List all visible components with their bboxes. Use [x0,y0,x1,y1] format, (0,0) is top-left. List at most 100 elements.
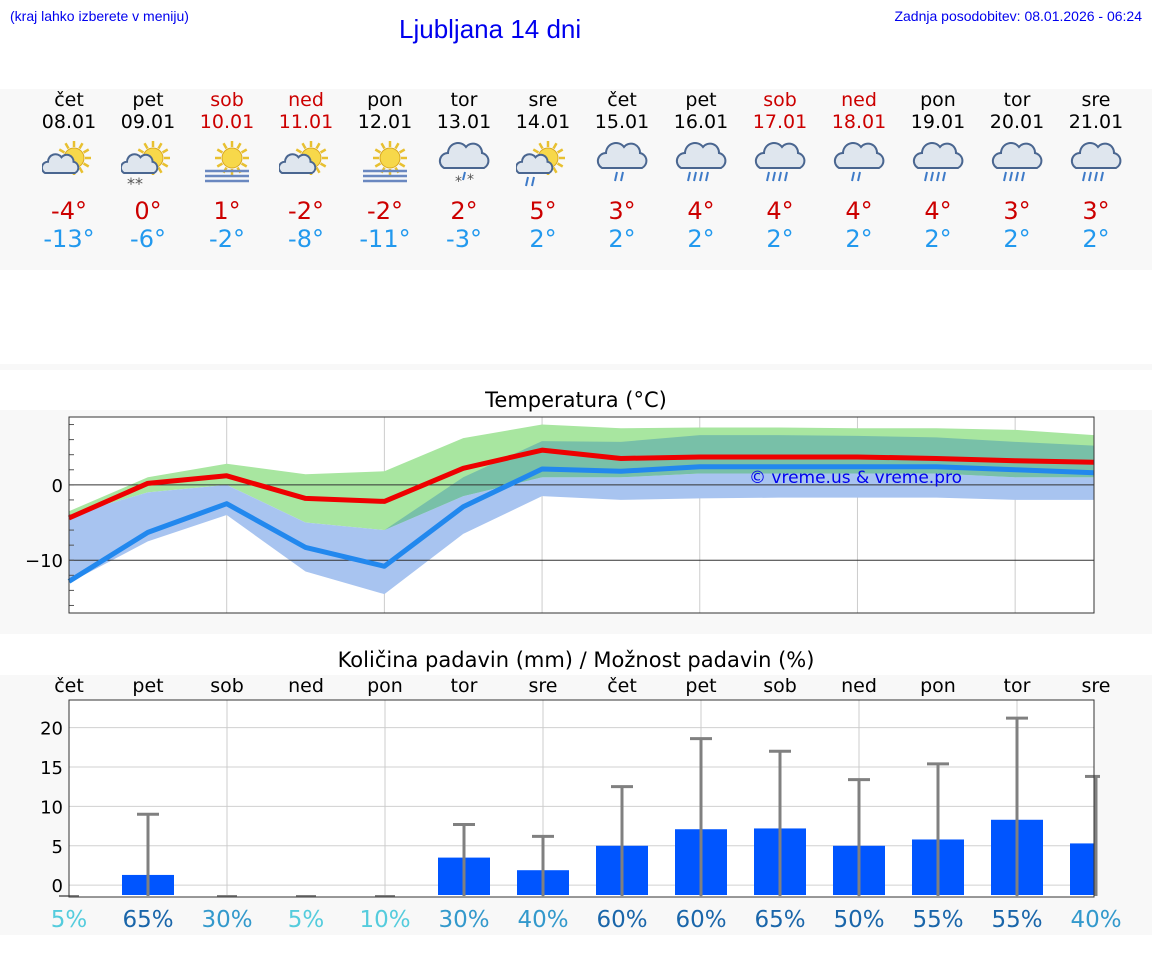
day-name: sre [1081,89,1111,111]
snowflakes: * [467,172,474,188]
sun-ray [64,142,70,150]
rain-drop [924,171,928,182]
day-column: tor 13.01 * * 2° -3° [424,89,504,253]
rain-drop [687,171,691,182]
y-tick-label: 5 [52,837,63,858]
precip-probability: 65% [122,907,173,933]
temp-min: -8° [288,225,324,253]
day-column: čet 15.01 3° 2° [582,89,662,253]
day-column: ned 18.01 4° 2° [819,89,899,253]
day-date: 18.01 [831,111,887,133]
day-name: tor [450,89,478,111]
temp-min: -11° [359,225,411,253]
sun-ray [556,148,564,154]
cloud [596,142,648,169]
rain-drop [462,171,466,181]
temp-max: 4° [766,197,794,225]
precip-probability: 60% [596,907,647,933]
snowflakes: ** [127,174,143,193]
precip-probability: 30% [438,907,489,933]
rain-drop [614,171,618,182]
sun-cloud-icon [277,139,333,193]
temp-max: 1° [213,197,241,225]
cloud-rain-icon [595,139,649,193]
cloud-heavy-rain-icon [911,139,965,193]
x-tick-label: sre [1082,675,1111,697]
sun-ray [82,148,90,154]
temp-min: 2° [687,225,715,253]
rain-drop [1003,171,1007,182]
x-tick-label: sob [763,675,797,697]
cloud [912,142,964,169]
day-column: sre 14.01 5° 2° [503,89,583,253]
x-tick-label: pon [367,675,403,697]
sun-ray [556,162,564,168]
sun [215,141,249,175]
precip-probability: 40% [517,907,568,933]
rain-drop [699,171,703,182]
sun-ray [315,142,321,150]
temp-min: 2° [924,225,952,253]
temp-max: 4° [687,197,715,225]
cloud-sleet-icon: * * [437,139,491,193]
day-name: sre [528,89,558,111]
cloud [833,142,885,169]
precip-probability: 65% [754,907,805,933]
page-title: Ljubljana 14 dni [399,14,582,44]
temp-min: 2° [529,225,557,253]
cloud [119,153,159,174]
temp-max: 4° [845,197,873,225]
x-tick-label: pon [920,675,956,697]
day-name: pon [920,89,956,111]
sun-ray [398,148,406,154]
daily-forecast: čet 08.01 -4° -13° pet 09.01 ** 0° -6° sob 10.01 1°… [0,89,1152,269]
rain-drop [930,171,934,182]
y-tick-label: 0 [52,476,63,497]
sun-ray [295,148,303,154]
day-name: pet [132,89,164,111]
cloud-shape [675,142,727,169]
rain-drop [620,171,624,182]
rain-drop [766,171,770,182]
precip-bar [1070,843,1094,895]
precip-probability: 60% [675,907,726,933]
sun-ray [222,142,228,150]
sun-ray [380,142,386,150]
precip-probability: 10% [359,907,410,933]
temp-max: -4° [51,197,87,225]
day-name: tor [1003,89,1031,111]
x-tick-label: pet [685,675,716,697]
rain-drop [1082,171,1086,182]
temp-min: 2° [608,225,636,253]
max-temp-line [67,447,1095,521]
day-column: tor 20.01 3° 2° [977,89,1057,253]
cloud-heavy-rain-icon [753,139,807,193]
watermark: © vreme.us & vreme.pro [749,468,962,488]
cloud-shape [991,142,1043,169]
cloud [40,153,80,174]
temperature-chart: 0 −10 © vreme.us & vreme.pro [25,416,1095,614]
forecast-band [0,89,1152,270]
day-column: pon 19.01 4° 2° [898,89,978,253]
day-date: 08.01 [41,111,97,133]
rain-drop [531,176,535,187]
cloud-heavy-rain-icon [990,139,1044,193]
cloud-heavy-rain-icon [1069,139,1123,193]
temp-max: 0° [134,197,162,225]
sun-disc [221,147,243,169]
day-date: 12.01 [357,111,413,133]
day-name: ned [841,89,877,111]
rain-drop [778,171,782,182]
day-column: pon 12.01 -2° -11° [345,89,425,253]
sun-ray [161,162,169,168]
sun-ray [157,142,163,150]
last-update: Zadnja posodobitev: 08.01.2026 - 06:24 [894,8,1142,24]
x-tick-label: pet [132,675,163,697]
day-column: pet 09.01 ** 0° -6° [108,89,188,253]
divider-band [0,364,1152,370]
cloud [438,142,490,169]
cloud-shape [119,153,159,174]
sun-cloud-rain-icon [514,139,570,193]
temp-max: 3° [1003,197,1031,225]
sun-ray [532,148,540,154]
